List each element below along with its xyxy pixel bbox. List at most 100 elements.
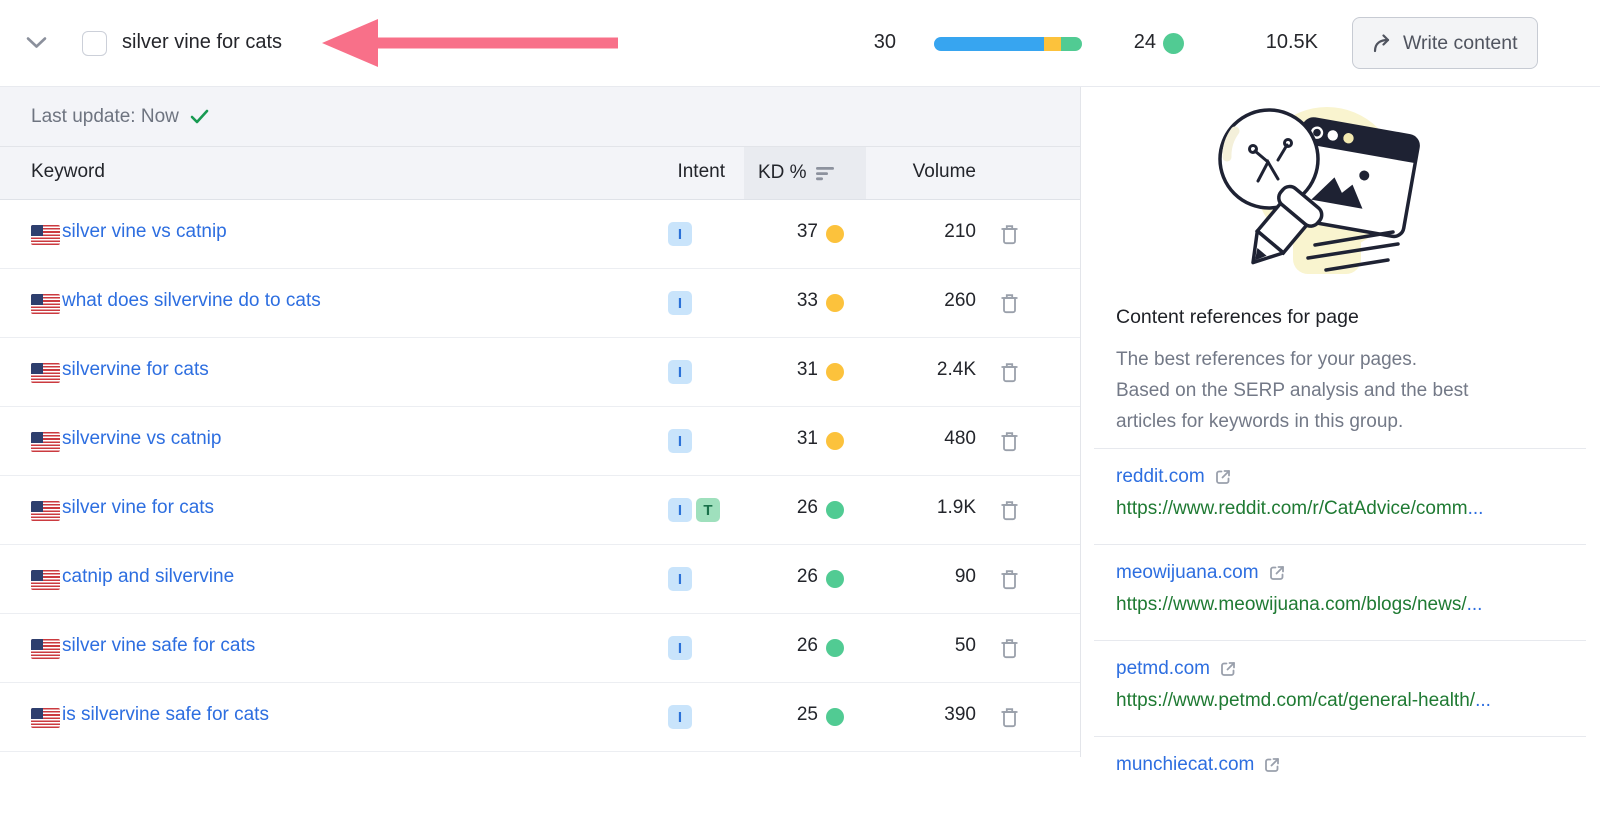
group-header-bar: silver vine for cats 30 24 10.5K Write c…	[0, 0, 1600, 87]
external-link-icon[interactable]	[1268, 564, 1286, 582]
external-link-icon[interactable]	[1263, 756, 1281, 774]
write-content-button[interactable]: Write content	[1352, 17, 1538, 69]
table-header-row: Keyword Intent KD % Volume	[0, 146, 1080, 200]
url-truncation: ...	[1466, 594, 1483, 615]
volume-value: 2.4K	[936, 359, 976, 380]
volume-value: 90	[954, 566, 976, 587]
table-row: catnip and silvervine I 26 90	[0, 545, 1080, 614]
delete-keyword-button[interactable]	[1000, 430, 1019, 457]
us-flag-icon	[31, 225, 60, 245]
delete-keyword-button[interactable]	[1000, 568, 1019, 595]
delete-keyword-button[interactable]	[1000, 637, 1019, 664]
keyword-link[interactable]: catnip and silvervine	[62, 566, 235, 587]
reference-url-text: https://www.petmd.com/cat/general-health…	[1116, 690, 1476, 711]
total-volume: 10.5K	[1265, 31, 1318, 53]
kd-level-dot	[826, 639, 844, 657]
table-row: is silvervine safe for cats I 25 390	[0, 683, 1080, 752]
annotation-arrow	[320, 16, 620, 77]
kd-level-dot	[826, 294, 844, 312]
side-panel-description: The best references for your pages. Base…	[1116, 344, 1468, 437]
description-line: The best references for your pages.	[1116, 349, 1417, 370]
kd-value: 37	[796, 221, 818, 242]
group-checkbox[interactable]	[82, 31, 107, 56]
reference-url-link[interactable]: https://www.reddit.com/r/CatAdvice/comm.…	[1116, 498, 1586, 525]
reference-url-link[interactable]	[1116, 786, 1586, 813]
table-row: silver vine vs catnip I 37 210	[0, 200, 1080, 269]
kd-bar-yellow-segment	[1044, 37, 1061, 51]
last-update-label: Last update: Now	[31, 105, 179, 127]
last-update-bar: Last update: Now	[0, 87, 1080, 146]
keyword-link[interactable]: silver vine vs catnip	[62, 221, 227, 242]
delete-keyword-button[interactable]	[1000, 292, 1019, 319]
intent-badge-informational: I	[668, 360, 692, 384]
kd-value: 26	[796, 635, 818, 656]
kd-level-dot	[826, 501, 844, 519]
reference-list: reddit.com https://www.reddit.com/r/CatA…	[1094, 448, 1586, 832]
write-content-label: Write content	[1403, 31, 1518, 54]
us-flag-icon	[31, 363, 60, 383]
kd-value: 26	[796, 497, 818, 518]
volume-value: 210	[944, 221, 976, 242]
sort-descending-icon	[815, 166, 836, 181]
table-row: what does silvervine do to cats I 33 260	[0, 269, 1080, 338]
reference-item: meowijuana.com https://www.meowijuana.co…	[1094, 544, 1586, 640]
us-flag-icon	[31, 501, 60, 521]
description-line: articles for keywords in this group.	[1116, 411, 1404, 432]
column-header-intent: Intent	[677, 161, 725, 182]
url-truncation: ...	[1475, 690, 1491, 711]
intent-badge-informational: I	[668, 567, 692, 591]
kd-bar-blue-segment	[934, 37, 1045, 51]
group-title: silver vine for cats	[122, 31, 283, 53]
intent-badge-informational: I	[668, 222, 692, 246]
volume-value: 390	[944, 704, 976, 725]
table-row: silver vine safe for cats I 26 50	[0, 614, 1080, 683]
intent-badge-informational: I	[668, 429, 692, 453]
keyword-link[interactable]: silvervine vs catnip	[62, 428, 222, 449]
reference-item: munchiecat.com	[1094, 736, 1586, 832]
table-row: silvervine for cats I 31 2.4K	[0, 338, 1080, 407]
keyword-link[interactable]: silvervine for cats	[62, 359, 209, 380]
reference-item: reddit.com https://www.reddit.com/r/CatA…	[1094, 448, 1586, 544]
intent-badge-informational: I	[668, 705, 692, 729]
kd-level-dot	[826, 570, 844, 588]
keyword-link[interactable]: silver vine for cats	[62, 497, 215, 518]
volume-value: 480	[944, 428, 976, 449]
kd-value: 33	[796, 290, 818, 311]
reference-url-text: https://www.meowijuana.com/blogs/news/	[1116, 594, 1467, 615]
table-row: silvervine vs catnip I 31 480	[0, 407, 1080, 476]
description-line: Based on the SERP analysis and the best	[1116, 380, 1469, 401]
kd-value: 31	[796, 359, 818, 380]
kd-distribution-bar	[934, 37, 1082, 51]
reference-url-link[interactable]: https://www.petmd.com/cat/general-health…	[1116, 690, 1586, 717]
delete-keyword-button[interactable]	[1000, 223, 1019, 250]
keyword-link[interactable]: what does silvervine do to cats	[62, 290, 321, 311]
reference-domain-link[interactable]: petmd.com	[1116, 657, 1210, 679]
reference-domain-link[interactable]: meowijuana.com	[1116, 561, 1259, 583]
column-header-kd[interactable]: KD %	[744, 147, 866, 199]
kd-header-label: KD %	[758, 162, 807, 183]
content-references-illustration	[1195, 97, 1450, 297]
delete-keyword-button[interactable]	[1000, 361, 1019, 388]
content-references-panel: Content references for page The best ref…	[1082, 87, 1600, 775]
keyword-link[interactable]: is silvervine safe for cats	[62, 704, 269, 725]
us-flag-icon	[31, 639, 60, 659]
kd-value: 25	[796, 704, 818, 725]
external-link-icon[interactable]	[1214, 468, 1232, 486]
keyword-link[interactable]: silver vine safe for cats	[62, 635, 256, 656]
delete-keyword-button[interactable]	[1000, 499, 1019, 526]
group-kd-value: 30	[873, 31, 896, 53]
delete-keyword-button[interactable]	[1000, 706, 1019, 733]
intent-badge-informational: I	[668, 636, 692, 660]
chevron-down-icon[interactable]	[26, 36, 47, 54]
column-header-volume: Volume	[912, 161, 976, 182]
url-truncation: ...	[1467, 498, 1484, 519]
reference-url-link[interactable]: https://www.meowijuana.com/blogs/news/..…	[1116, 594, 1586, 621]
reference-domain-link[interactable]: reddit.com	[1116, 465, 1205, 487]
volume-value: 50	[954, 635, 976, 656]
keywords-table: Last update: Now Keyword Intent KD % Vol…	[0, 87, 1081, 757]
intent-badge-informational: I	[668, 498, 692, 522]
kd-bar-green-segment	[1060, 37, 1082, 51]
table-row: silver vine for cats I T 26 1.9K	[0, 476, 1080, 545]
kd-level-dot	[826, 225, 844, 243]
external-link-icon[interactable]	[1219, 660, 1237, 678]
